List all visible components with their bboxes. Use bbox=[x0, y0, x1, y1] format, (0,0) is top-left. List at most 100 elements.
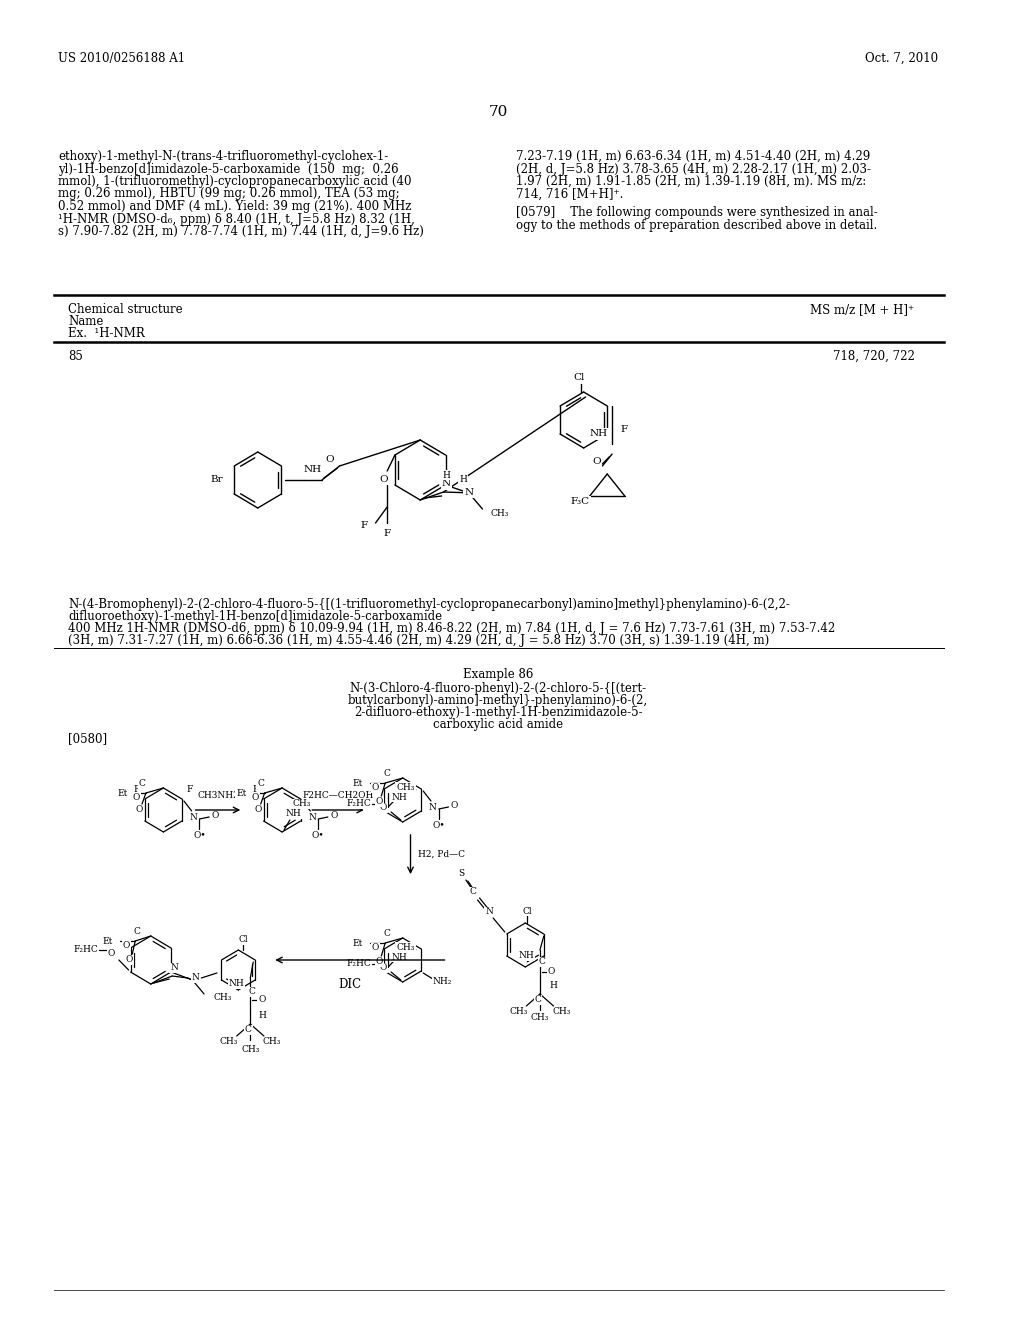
Text: NH: NH bbox=[286, 809, 302, 818]
Text: H: H bbox=[459, 475, 467, 484]
Text: O: O bbox=[135, 805, 142, 814]
Text: CH₃: CH₃ bbox=[293, 800, 310, 808]
Text: CH3NH2: CH3NH2 bbox=[197, 791, 239, 800]
Text: O: O bbox=[108, 949, 115, 958]
Text: Chemical structure: Chemical structure bbox=[68, 304, 182, 315]
Text: N-(4-Bromophenyl)-2-(2-chloro-4-fluoro-5-{[(1-trifluoromethyl-cyclopropanecarbon: N-(4-Bromophenyl)-2-(2-chloro-4-fluoro-5… bbox=[68, 598, 790, 611]
Text: Name: Name bbox=[68, 315, 103, 327]
Text: N-(3-Chloro-4-fluoro-phenyl)-2-(2-chloro-5-{[(tert-: N-(3-Chloro-4-fluoro-phenyl)-2-(2-chloro… bbox=[349, 682, 646, 696]
Text: C: C bbox=[249, 987, 256, 997]
Text: N: N bbox=[442, 479, 451, 488]
Text: C: C bbox=[257, 780, 264, 788]
Text: O: O bbox=[451, 800, 458, 809]
Text: F: F bbox=[134, 784, 140, 793]
Text: ethoxy)-1-methyl-N-(trans-4-trifluoromethyl-cyclohex-1-: ethoxy)-1-methyl-N-(trans-4-trifluoromet… bbox=[58, 150, 389, 162]
Text: F: F bbox=[253, 784, 259, 793]
Text: N: N bbox=[189, 813, 198, 821]
Text: O: O bbox=[211, 810, 219, 820]
Text: CH₃: CH₃ bbox=[262, 1038, 281, 1047]
Text: C: C bbox=[539, 957, 546, 966]
Text: F: F bbox=[621, 425, 628, 434]
Text: NH: NH bbox=[228, 979, 245, 989]
Text: N: N bbox=[429, 803, 437, 812]
Text: NH: NH bbox=[392, 792, 408, 801]
Text: 718, 720, 722: 718, 720, 722 bbox=[833, 350, 914, 363]
Text: F₃C: F₃C bbox=[570, 498, 590, 507]
Text: F: F bbox=[186, 784, 193, 793]
Text: 400 MHz 1H-NMR (DMSO-d6, ppm) δ 10.09-9.94 (1H, m) 8.46-8.22 (2H, m) 7.84 (1H, d: 400 MHz 1H-NMR (DMSO-d6, ppm) δ 10.09-9.… bbox=[68, 622, 836, 635]
Text: CH₃: CH₃ bbox=[490, 508, 509, 517]
Text: F2HC—CH2OH: F2HC—CH2OH bbox=[302, 791, 374, 800]
Text: O: O bbox=[548, 968, 555, 977]
Text: CH₃: CH₃ bbox=[552, 1007, 570, 1016]
Text: Cl: Cl bbox=[239, 936, 248, 945]
Text: CH₃: CH₃ bbox=[214, 994, 232, 1002]
Text: C: C bbox=[535, 995, 542, 1005]
Text: Et: Et bbox=[237, 788, 247, 797]
Text: 85: 85 bbox=[68, 350, 83, 363]
Text: CH₃: CH₃ bbox=[396, 783, 415, 792]
Text: N: N bbox=[170, 964, 178, 973]
Text: O: O bbox=[326, 455, 334, 465]
Text: H2, Pd—C: H2, Pd—C bbox=[418, 850, 465, 859]
Text: DIC: DIC bbox=[339, 978, 361, 991]
Text: F: F bbox=[384, 528, 391, 537]
Text: C: C bbox=[384, 770, 390, 779]
Text: difluoroethoxy)-1-methyl-1H-benzo[d]imidazole-5-carboxamide: difluoroethoxy)-1-methyl-1H-benzo[d]imid… bbox=[68, 610, 442, 623]
Text: O: O bbox=[372, 944, 379, 953]
Text: O: O bbox=[380, 964, 387, 973]
Text: O: O bbox=[132, 793, 140, 803]
Text: carboxylic acid amide: carboxylic acid amide bbox=[433, 718, 563, 731]
Text: F₂HC: F₂HC bbox=[346, 800, 372, 808]
Text: N: N bbox=[485, 908, 494, 916]
Text: s) 7.90-7.82 (2H, m) 7.78-7.74 (1H, m) 7.44 (1H, d, J=9.6 Hz): s) 7.90-7.82 (2H, m) 7.78-7.74 (1H, m) 7… bbox=[58, 224, 424, 238]
Text: O: O bbox=[251, 793, 258, 803]
Text: O: O bbox=[379, 474, 388, 483]
Text: H: H bbox=[550, 982, 557, 990]
Text: [0580]: [0580] bbox=[68, 733, 108, 744]
Text: O: O bbox=[126, 956, 133, 965]
Text: 7.23-7.19 (1H, m) 6.63-6.34 (1H, m) 4.51-4.40 (2H, m) 4.29: 7.23-7.19 (1H, m) 6.63-6.34 (1H, m) 4.51… bbox=[515, 150, 869, 162]
Text: CH₃: CH₃ bbox=[530, 1014, 549, 1023]
Text: Oct. 7, 2010: Oct. 7, 2010 bbox=[864, 51, 938, 65]
Text: (2H, d, J=5.8 Hz) 3.78-3.65 (4H, m) 2.28-2.17 (1H, m) 2.03-: (2H, d, J=5.8 Hz) 3.78-3.65 (4H, m) 2.28… bbox=[515, 162, 870, 176]
Text: N: N bbox=[308, 813, 316, 821]
Text: butylcarbonyl)-amino]-methyl}-phenylamino)-6-(2,: butylcarbonyl)-amino]-methyl}-phenylamin… bbox=[348, 694, 648, 708]
Text: C: C bbox=[469, 887, 476, 896]
Text: O: O bbox=[592, 458, 601, 466]
Text: mg; 0.26 mmol), HBTU (99 mg; 0.26 mmol), TEA (53 mg;: mg; 0.26 mmol), HBTU (99 mg; 0.26 mmol),… bbox=[58, 187, 400, 201]
Text: 70: 70 bbox=[488, 106, 508, 119]
Text: Example 86: Example 86 bbox=[463, 668, 534, 681]
Text: F₂HC: F₂HC bbox=[346, 960, 372, 969]
Text: 0.52 mmol) and DMF (4 mL). Yield: 39 mg (21%). 400 MHz: 0.52 mmol) and DMF (4 mL). Yield: 39 mg … bbox=[58, 201, 412, 213]
Text: Br: Br bbox=[211, 475, 223, 484]
Text: F₂HC: F₂HC bbox=[74, 945, 98, 954]
Text: Ex.  ¹H-NMR: Ex. ¹H-NMR bbox=[68, 327, 144, 341]
Text: N: N bbox=[191, 974, 200, 982]
Text: ogy to the methods of preparation described above in detail.: ogy to the methods of preparation descri… bbox=[515, 219, 877, 231]
Text: O: O bbox=[376, 957, 383, 966]
Text: NH: NH bbox=[518, 952, 535, 961]
Text: O: O bbox=[376, 797, 383, 807]
Text: O: O bbox=[372, 784, 379, 792]
Text: Et: Et bbox=[353, 939, 364, 948]
Text: O•: O• bbox=[432, 821, 445, 829]
Text: 714, 716 [M+H]⁺.: 714, 716 [M+H]⁺. bbox=[515, 187, 623, 201]
Text: ¹H-NMR (DMSO-d₆, ppm) δ 8.40 (1H, t, J=5.8 Hz) 8.32 (1H,: ¹H-NMR (DMSO-d₆, ppm) δ 8.40 (1H, t, J=5… bbox=[58, 213, 416, 226]
Text: O•: O• bbox=[311, 830, 325, 840]
Text: NH: NH bbox=[392, 953, 408, 961]
Text: yl)-1H-benzo[d]imidazole-5-carboxamide  (150  mg;  0.26: yl)-1H-benzo[d]imidazole-5-carboxamide (… bbox=[58, 162, 399, 176]
Text: mmol), 1-(trifluoromethyl)-cyclopropanecarboxylic acid (40: mmol), 1-(trifluoromethyl)-cyclopropanec… bbox=[58, 176, 412, 187]
Text: [0579]    The following compounds were synthesized in anal-: [0579] The following compounds were synt… bbox=[515, 206, 878, 219]
Text: NH: NH bbox=[590, 429, 607, 438]
Text: CH₃: CH₃ bbox=[396, 942, 415, 952]
Text: O: O bbox=[258, 995, 265, 1005]
Text: CH₃: CH₃ bbox=[241, 1044, 259, 1053]
Text: Cl: Cl bbox=[573, 374, 585, 383]
Text: S: S bbox=[458, 870, 464, 879]
Text: C: C bbox=[138, 780, 145, 788]
Text: O: O bbox=[254, 805, 261, 814]
Text: O: O bbox=[123, 940, 130, 949]
Text: NH₂: NH₂ bbox=[433, 977, 453, 986]
Text: F: F bbox=[360, 520, 368, 529]
